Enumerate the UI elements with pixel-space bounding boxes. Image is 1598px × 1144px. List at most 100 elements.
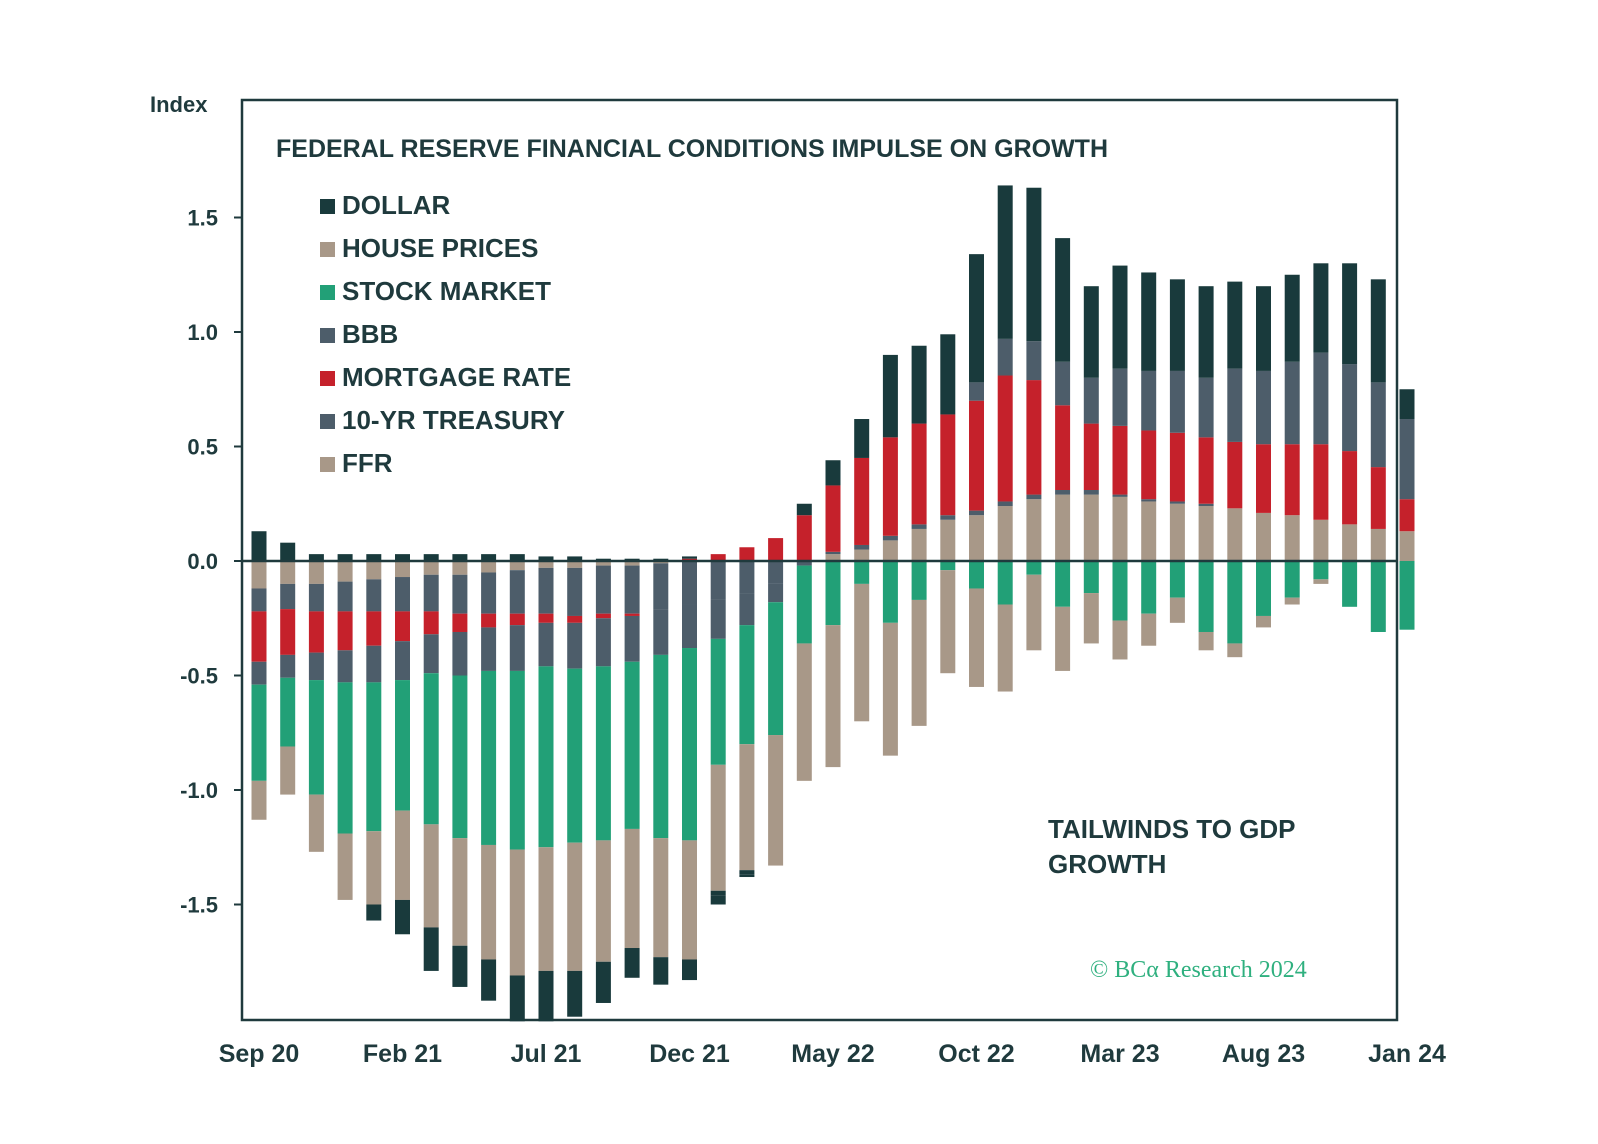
legend-label: MORTGAGE RATE — [342, 362, 571, 392]
bar-stack — [538, 556, 554, 1022]
bar-segment-mortgage-rate — [624, 613, 640, 616]
bar-segment-10-yr-treasury — [308, 583, 324, 612]
bar-segment-bbb — [481, 627, 497, 671]
bar-stack — [1083, 286, 1099, 644]
bar-segment-stock-market — [509, 670, 525, 850]
bar-segment-house-prices — [940, 570, 956, 674]
bar-segment-bbb — [1313, 352, 1329, 445]
x-tick-label: Mar 23 — [1080, 1040, 1159, 1068]
bar-stack — [997, 185, 1013, 692]
bar-segment-ffr — [1198, 506, 1214, 561]
bar-segment-10-yr-treasury — [280, 583, 296, 610]
bar-segment-house-prices — [739, 744, 755, 871]
bar-segment-stock-market — [739, 625, 755, 745]
y-tick-label: 1.0 — [187, 320, 218, 345]
legend-label: HOUSE PRICES — [342, 233, 539, 263]
bar-segment-stock-market — [682, 648, 697, 841]
bar-segment-dollar — [739, 874, 755, 878]
bar-segment-ffr — [423, 561, 439, 575]
legend-swatch — [320, 199, 335, 214]
bar-segment-ffr — [1026, 499, 1042, 561]
bar-segment-mortgage-rate — [911, 423, 927, 525]
bar-segment-mortgage-rate — [395, 611, 410, 642]
legend: DOLLAR HOUSE PRICES STOCK MARKET BBB MORTGAG… — [320, 190, 571, 478]
bar-segment-house-prices — [1284, 597, 1300, 605]
bar-segment-ffr — [854, 549, 870, 561]
bar-segment-stock-market — [911, 561, 927, 600]
bar-segment-house-prices — [280, 746, 296, 795]
bar-segment-dollar — [624, 948, 640, 978]
bar-segment-mortgage-rate — [768, 538, 784, 561]
bar-segment-dollar — [854, 419, 870, 458]
bar-segment-bbb — [624, 615, 640, 662]
bar-segment-10-yr-treasury — [1055, 490, 1071, 495]
bar-segment-dollar — [366, 904, 382, 921]
bar-segment-house-prices — [538, 847, 554, 971]
bar-segment-dollar — [796, 503, 812, 516]
bar-segment-dollar — [452, 945, 468, 987]
bar-segment-dollar — [538, 556, 554, 561]
bar-segment-mortgage-rate — [1198, 437, 1214, 504]
bar-segment-stock-market — [768, 602, 784, 736]
bar-segment-stock-market — [1055, 561, 1071, 607]
bar-segment-bbb — [768, 583, 784, 603]
x-axis-ticks: Sep 20 Feb 21 Jul 21 Dec 21 May 22 Oct 22 Mar … — [219, 1040, 1446, 1068]
bar-segment-ffr — [940, 519, 956, 561]
bar-segment-bbb — [997, 338, 1013, 376]
bar-segment-10-yr-treasury — [882, 535, 898, 541]
bar-stack — [1026, 187, 1042, 651]
bar-segment-dollar — [682, 556, 697, 559]
bar-segment-mortgage-rate — [1112, 425, 1128, 495]
bar-segment-ffr — [1256, 512, 1271, 561]
bar-segment-bbb — [337, 650, 353, 683]
bar-segment-dollar — [1370, 279, 1386, 383]
bar-segment-10-yr-treasury — [567, 567, 583, 616]
bar-segment-10-yr-treasury — [395, 577, 410, 612]
y-tick-label: -1.0 — [180, 778, 218, 803]
bar-segment-stock-market — [825, 561, 841, 626]
bar-segment-10-yr-treasury — [768, 561, 784, 584]
bar-segment-stock-market — [1284, 561, 1300, 598]
bar-segment-stock-market — [280, 677, 296, 747]
bar-stack — [1370, 279, 1386, 632]
bar-segment-ffr — [1055, 494, 1071, 561]
bar-segment-house-prices — [768, 735, 784, 866]
bar-segment-bbb — [653, 609, 669, 655]
bar-segment-stock-market — [1141, 561, 1157, 614]
bar-segment-mortgage-rate — [1313, 444, 1329, 520]
bar-segment-dollar — [710, 890, 726, 896]
bar-segment-mortgage-rate — [882, 437, 898, 536]
bar-segment-house-prices — [1141, 613, 1157, 646]
bar-segment-mortgage-rate — [997, 375, 1013, 502]
bar-segment-mortgage-rate — [509, 613, 525, 626]
bar-segment-mortgage-rate — [595, 613, 611, 619]
bar-segment-10-yr-treasury — [251, 588, 267, 612]
bar-segment-bbb — [395, 641, 410, 681]
bar-stack — [969, 254, 984, 687]
bar-segment-stock-market — [308, 680, 324, 795]
bar-segment-ffr — [481, 561, 497, 573]
bar-stack — [1198, 286, 1214, 651]
y-tick-label: -0.5 — [180, 664, 218, 689]
bar-segment-stock-market — [395, 680, 410, 811]
bar-segment-mortgage-rate — [710, 554, 726, 561]
bar-segment-10-yr-treasury — [595, 565, 611, 614]
bar-segment-stock-market — [1198, 561, 1214, 632]
bar-segment-ffr — [567, 561, 583, 568]
bar-stack — [825, 460, 841, 768]
bar-segment-house-prices — [366, 831, 382, 905]
bar-stack — [1055, 238, 1071, 671]
bar-segment-bbb — [280, 654, 296, 678]
bar-segment-mortgage-rate — [1284, 444, 1300, 516]
bar-segment-house-prices — [1083, 593, 1099, 644]
bar-segment-bbb — [1370, 382, 1386, 468]
bar-segment-dollar — [595, 961, 611, 1003]
bar-segment-bbb — [452, 631, 468, 676]
bar-segment-dollar — [395, 554, 410, 561]
bar-segment-house-prices — [1055, 606, 1071, 671]
bar-stack — [710, 554, 726, 905]
bar-segment-house-prices — [567, 842, 583, 971]
bar-stack — [882, 354, 898, 756]
bar-segment-ffr — [1313, 519, 1329, 561]
